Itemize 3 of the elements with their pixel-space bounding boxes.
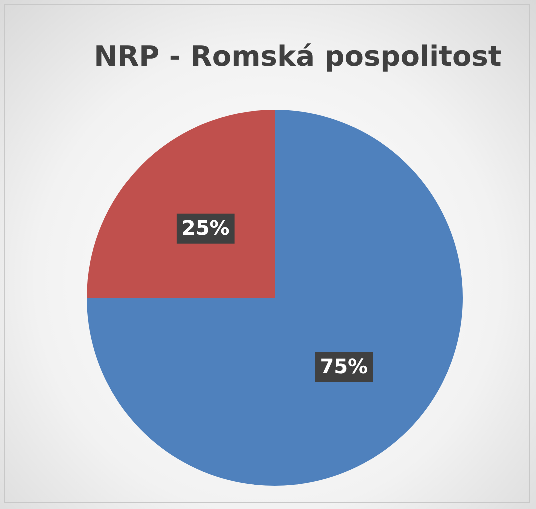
data-label: 25% [182,216,230,240]
chart-title: NRP - Romská pospolitost [93,40,503,73]
data-label: 75% [320,354,368,378]
